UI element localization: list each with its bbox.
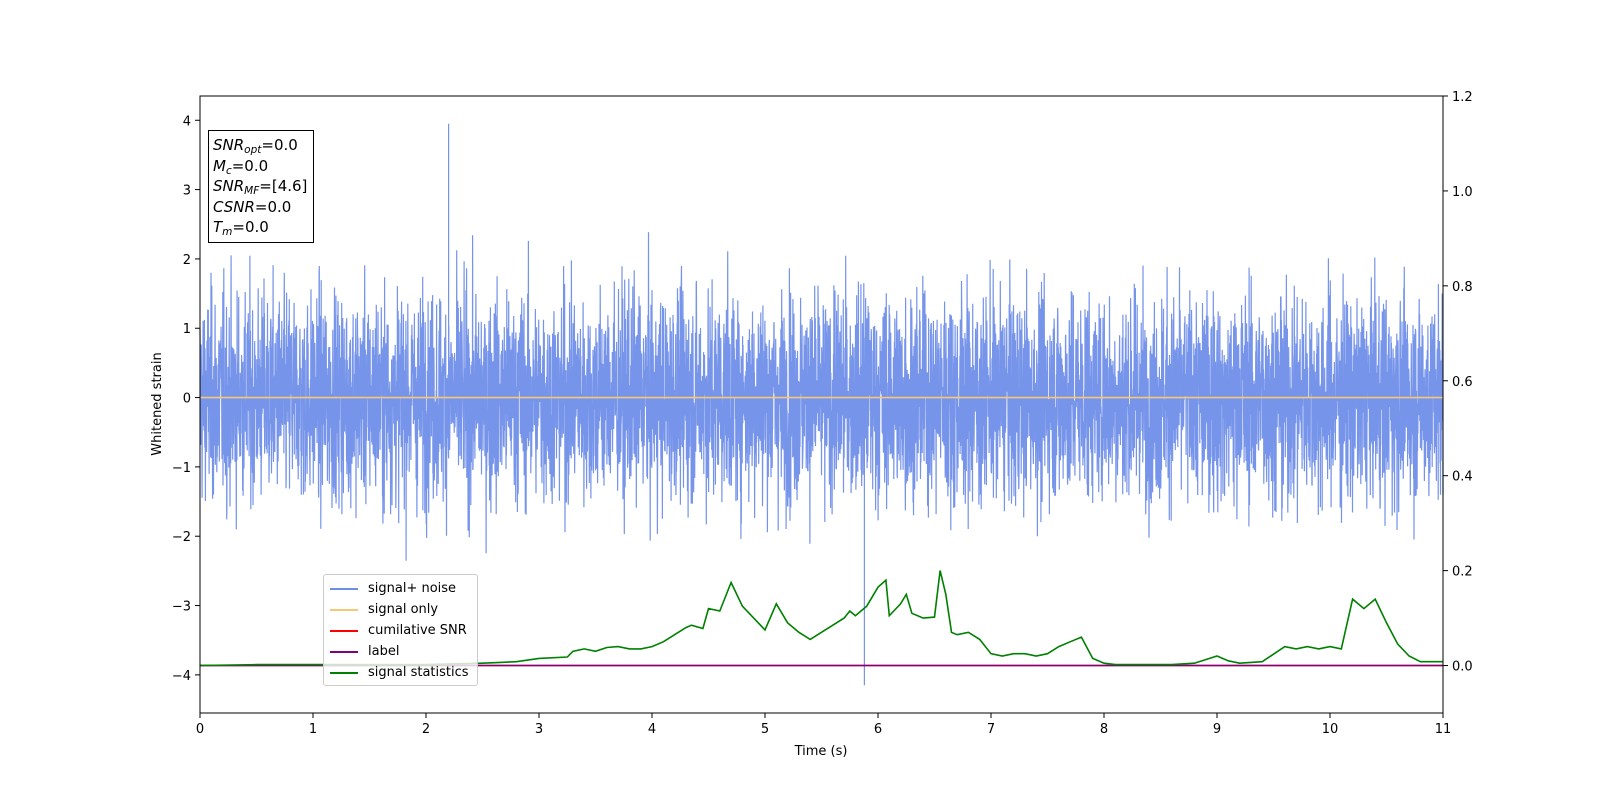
- snr-mf-value: =[4.6]: [259, 177, 308, 195]
- y2-tick-label: 0.4: [1452, 470, 1473, 485]
- y-tick-label: 2: [183, 253, 191, 268]
- y-tick-label: −4: [172, 669, 191, 684]
- x-tick-label: 9: [1213, 722, 1221, 737]
- plot-frame: [199, 95, 1444, 714]
- mc-subscript: c: [225, 164, 232, 177]
- y2-tick-label: 0.0: [1452, 660, 1473, 675]
- tm-line: Tm=0.0: [213, 217, 307, 238]
- legend: signal+ noise signal only cumilative SNR…: [323, 574, 478, 686]
- legend-swatch: [330, 587, 358, 590]
- csnr-value: =0.0: [254, 197, 292, 216]
- y-tick-label: 0: [183, 392, 191, 407]
- legend-item-signal-noise: signal+ noise: [330, 578, 471, 599]
- mc-value: =0.0: [231, 156, 269, 175]
- x-tick-label: 1: [309, 722, 317, 737]
- snr-opt-line: SNRopt=0.0: [213, 135, 307, 156]
- legend-label: cumilative SNR: [368, 623, 467, 638]
- legend-swatch: [330, 650, 358, 653]
- y-axis-right: 1.2 1.0 0.8 0.6 0.4 0.2 0.0: [1443, 90, 1473, 675]
- legend-swatch: [330, 629, 358, 632]
- y2-tick-label: 1.2: [1452, 90, 1473, 105]
- y-axis-left: 4 3 2 1 0 −1 −2 −3 −4: [172, 114, 200, 684]
- legend-label: signal+ noise: [368, 581, 457, 596]
- y-tick-label: 1: [183, 322, 191, 337]
- legend-label: signal only: [368, 602, 439, 617]
- x-tick-label: 0: [196, 722, 204, 737]
- y2-tick-label: 0.8: [1452, 280, 1473, 295]
- legend-item-cumulative-snr: cumilative SNR: [330, 620, 471, 641]
- y-tick-label: −3: [172, 600, 191, 615]
- signal-plus-noise-line: [199, 123, 1444, 686]
- legend-item-label: label: [330, 641, 471, 662]
- stats-infobox: SNRopt=0.0 Mc=0.0 SNRMF=[4.6] CSNR=0.0 T…: [208, 130, 315, 243]
- x-tick-label: 4: [648, 722, 656, 737]
- snr-opt-subscript: opt: [244, 144, 262, 156]
- x-tick-label: 3: [535, 722, 543, 737]
- legend-swatch: [330, 671, 358, 674]
- legend-item-signal-only: signal only: [330, 599, 471, 620]
- x-axis-label: Time (s): [794, 744, 848, 759]
- snr-mf-symbol: SNR: [213, 177, 245, 195]
- tm-value: =0.0: [232, 218, 269, 236]
- y2-tick-label: 0.6: [1452, 375, 1473, 390]
- y2-tick-label: 0.2: [1452, 565, 1473, 580]
- snr-opt-symbol: SNR: [213, 136, 245, 154]
- mc-line: Mc=0.0: [213, 156, 307, 177]
- y-tick-label: 4: [183, 114, 191, 129]
- snr-opt-value: =0.0: [261, 136, 298, 154]
- snr-mf-line: SNRMF=[4.6]: [213, 176, 307, 197]
- x-axis: 0 1 2 3 4 5 6 7 8 9 10 11: [196, 713, 1451, 737]
- x-tick-label: 7: [987, 722, 995, 737]
- x-tick-label: 5: [761, 722, 769, 737]
- legend-swatch: [330, 608, 358, 611]
- signal-statistics-line: [199, 570, 1443, 667]
- mc-symbol: M: [213, 156, 226, 175]
- y-tick-label: 3: [183, 184, 191, 199]
- x-tick-label: 11: [1435, 722, 1452, 737]
- series-signal-plus-noise: [199, 123, 1444, 686]
- legend-item-signal-statistics: signal statistics: [330, 662, 471, 683]
- tm-subscript: m: [222, 226, 233, 238]
- x-tick-label: 10: [1322, 722, 1339, 737]
- legend-label: label: [368, 644, 400, 659]
- csnr-line: CSNR=0.0: [213, 197, 307, 218]
- y-tick-label: −2: [172, 530, 191, 545]
- csnr-symbol: CSNR: [213, 197, 255, 216]
- snr-mf-subscript: MF: [244, 185, 260, 197]
- y2-tick-label: 1.0: [1452, 185, 1473, 200]
- x-tick-label: 6: [874, 722, 882, 737]
- legend-label: signal statistics: [368, 665, 469, 680]
- tm-symbol: T: [213, 218, 223, 236]
- x-tick-label: 2: [422, 722, 430, 737]
- y-tick-label: −1: [172, 461, 191, 476]
- y-axis-label: Whitened strain: [150, 352, 165, 455]
- x-tick-label: 8: [1100, 722, 1108, 737]
